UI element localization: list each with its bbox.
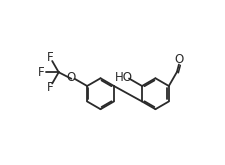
Text: O: O (66, 71, 76, 84)
Text: F: F (46, 51, 53, 64)
Text: F: F (38, 66, 44, 79)
Text: O: O (173, 53, 183, 66)
Text: F: F (46, 81, 53, 94)
Text: HO: HO (114, 71, 132, 84)
